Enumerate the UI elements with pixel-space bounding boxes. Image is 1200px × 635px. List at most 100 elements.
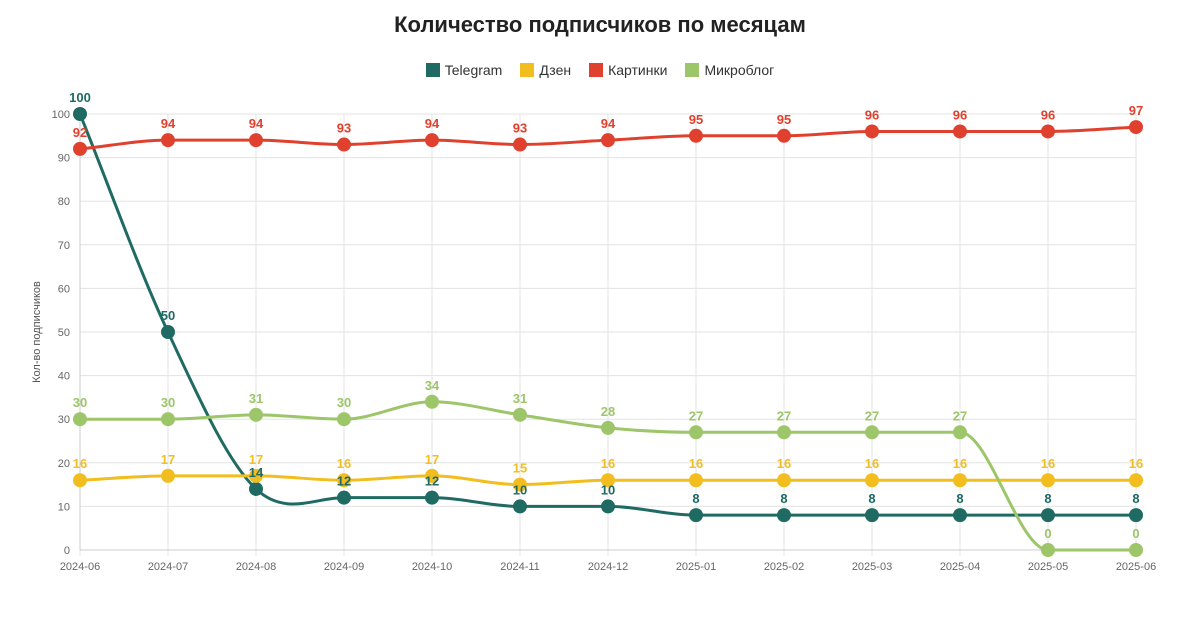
data-point [513,477,527,492]
y-tick-label: 30 [58,414,70,426]
data-point [865,473,879,488]
y-tick-label: 60 [58,283,70,295]
data-point [777,473,791,488]
legend-item-2[interactable]: Картинки [589,62,667,78]
data-point [1129,120,1143,135]
data-label: 27 [953,408,967,423]
data-label: 94 [161,116,176,131]
data-point [689,473,703,488]
data-label: 17 [249,452,263,467]
data-label: 12 [425,474,439,489]
data-label: 92 [73,125,87,140]
legend-item-1[interactable]: Дзен [520,62,571,78]
data-label: 12 [337,474,351,489]
data-point [249,481,263,496]
data-label: 16 [1041,456,1055,471]
data-label: 0 [1132,526,1139,541]
data-point [337,137,351,152]
data-point [337,473,351,488]
legend-item-0[interactable]: Telegram [425,62,502,78]
data-point [1129,473,1143,488]
y-tick-label: 100 [52,109,70,121]
data-point [865,124,879,139]
x-tick-label: 2024-11 [500,561,540,573]
x-tick-label: 2025-05 [1028,561,1068,573]
data-point [1041,124,1055,139]
data-point [689,508,703,523]
data-label: 8 [780,491,787,506]
data-point [249,407,263,422]
data-label: 94 [601,116,616,131]
data-label: 93 [337,121,351,136]
data-label: 10 [601,482,615,497]
data-label: 30 [337,395,351,410]
legend-label: Картинки [608,62,668,78]
data-label: 8 [868,491,875,506]
data-label: 97 [1129,103,1143,118]
y-axis-title: Кол-во подписчиков [31,281,43,383]
data-point [865,425,879,440]
data-label: 30 [73,395,87,410]
data-label: 10 [513,482,527,497]
data-label: 16 [777,456,791,471]
data-point [425,490,439,505]
y-tick-label: 0 [64,545,70,557]
data-point [1041,473,1055,488]
data-point [1041,508,1055,523]
data-label: 14 [249,465,264,480]
data-label: 50 [161,308,175,323]
data-point [777,508,791,523]
data-point [689,128,703,143]
y-tick-label: 90 [58,153,70,165]
data-label: 31 [249,391,263,406]
data-label: 94 [425,116,440,131]
y-tick-label: 40 [58,371,70,383]
data-label: 34 [425,378,440,393]
data-point [425,468,439,483]
data-label: 15 [513,461,527,476]
data-point [73,141,87,156]
chart-title: Количество подписчиков по месяцам [394,12,806,37]
x-tick-label: 2024-09 [324,561,364,573]
data-label: 16 [865,456,879,471]
x-tick-label: 2024-08 [236,561,276,573]
legend-item-3[interactable]: Микроблог [685,62,774,78]
x-tick-label: 2025-02 [764,561,804,573]
data-point [161,412,175,427]
data-label: 30 [161,395,175,410]
legend-swatch [425,63,440,77]
legend: Telegram Дзен Картинки Микроблог [0,62,1200,78]
data-label: 17 [425,452,439,467]
x-tick-label: 2025-06 [1116,561,1156,573]
data-point [953,124,967,139]
data-label: 96 [953,107,967,122]
data-label: 94 [249,116,264,131]
data-label: 8 [692,491,699,506]
data-point [1129,543,1143,557]
data-point [1129,508,1143,523]
data-point [73,107,87,121]
x-tick-label: 2024-07 [148,561,188,573]
data-point [73,412,87,427]
x-tick-label: 2025-04 [940,561,980,573]
data-point [425,394,439,409]
data-point [953,425,967,440]
y-tick-label: 10 [58,501,70,513]
data-label: 16 [689,456,703,471]
data-label: 16 [1129,456,1143,471]
data-label: 27 [689,408,703,423]
data-point [337,490,351,505]
data-label: 96 [1041,107,1055,122]
data-point [601,499,615,514]
x-tick-label: 2024-06 [60,561,100,573]
data-label: 96 [865,107,879,122]
data-point [601,133,615,148]
data-point [161,468,175,483]
x-tick-label: 2025-01 [676,561,716,573]
data-label: 31 [513,391,527,406]
data-point [953,473,967,488]
data-point [689,425,703,440]
x-tick-label: 2025-03 [852,561,892,573]
data-label: 95 [777,112,791,127]
data-label: 93 [513,121,527,136]
